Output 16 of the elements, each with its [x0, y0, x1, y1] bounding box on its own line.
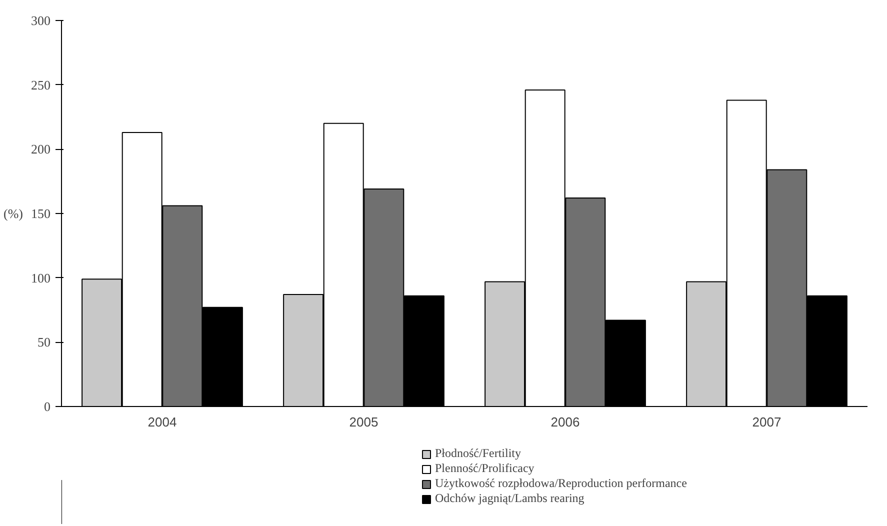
y-tick-label: 300 — [31, 13, 50, 28]
x-tick-label: 2007 — [752, 414, 782, 430]
x-tick-label: 2005 — [349, 414, 378, 430]
legend-label: Plenność/Prolificacy — [435, 461, 534, 476]
y-tick-label: 250 — [31, 77, 50, 92]
legend-label: Odchów jagniąt/Lambs rearing — [435, 491, 584, 506]
y-tick-label: 50 — [38, 334, 50, 350]
legend-label: Płodność/Fertility — [435, 446, 522, 461]
y-tick-label: 150 — [31, 206, 50, 221]
y-tick-label: 100 — [31, 270, 50, 286]
legend-label: Użytkowość rozpłodowa/Reproduction performance — [435, 476, 687, 491]
y-tick-label: 200 — [31, 142, 50, 157]
y-tick-label: 0 — [44, 399, 50, 414]
x-tick-label: 2004 — [148, 414, 177, 430]
y-axis-title: (%) — [4, 206, 24, 221]
x-tick-label: 2006 — [550, 414, 580, 430]
